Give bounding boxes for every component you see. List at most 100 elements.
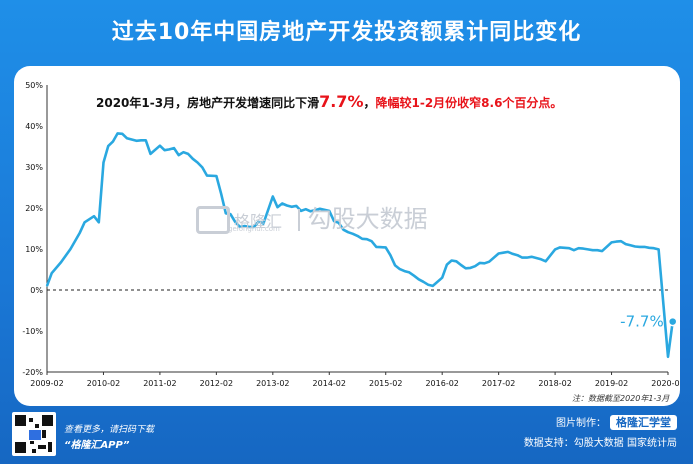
data-point	[497, 252, 500, 255]
page-title: 过去10年中国房地产开发投资额累计同比变化	[111, 20, 582, 45]
data-source: 数据支持：勾股大数据 国家统计局	[523, 438, 677, 449]
data-point	[516, 254, 519, 256]
data-point	[643, 246, 646, 248]
y-tick-label: 30%	[25, 163, 43, 172]
data-point	[46, 285, 48, 287]
data-point	[290, 206, 293, 208]
data-point	[568, 247, 570, 249]
x-tick-label: 2012-02	[200, 379, 233, 388]
data-point	[554, 248, 556, 251]
data-point	[168, 148, 171, 151]
y-tick-label: 20%	[25, 204, 43, 213]
data-point	[417, 278, 420, 281]
data-point	[149, 153, 152, 155]
y-tick-label: 50%	[25, 81, 43, 90]
data-point	[243, 225, 246, 227]
data-point	[455, 260, 458, 263]
x-tick-label: 2015-02	[369, 379, 402, 388]
data-point	[196, 161, 199, 164]
data-point	[653, 247, 655, 249]
data-point	[239, 226, 241, 228]
headline-part1: 2020年1-3月，房地产开发增速同比下滑	[96, 96, 320, 110]
data-point	[413, 274, 415, 277]
data-point	[521, 256, 523, 259]
data-point	[370, 240, 373, 242]
watermark-small: gelonghui.com	[228, 225, 280, 233]
data-point	[192, 158, 194, 160]
data-point	[220, 192, 222, 195]
y-tick-label: -20%	[22, 368, 43, 377]
watermark-divider	[297, 209, 300, 231]
data-point	[130, 138, 133, 141]
data-point	[464, 267, 467, 270]
data-point	[450, 259, 453, 262]
data-point	[257, 220, 260, 223]
data-point	[361, 238, 364, 240]
data-point	[163, 149, 166, 151]
data-point	[403, 270, 406, 272]
x-tick-label: 2014-02	[313, 379, 346, 388]
data-point	[530, 256, 533, 258]
data-point	[667, 356, 669, 358]
y-tick-label: 10%	[25, 245, 43, 254]
data-point	[98, 221, 100, 224]
series-line	[45, 132, 674, 359]
data-point	[281, 202, 284, 205]
data-point	[286, 204, 288, 207]
data-point	[173, 147, 175, 149]
end-value-label: -7.7%	[620, 313, 664, 331]
data-point	[272, 195, 274, 198]
data-point	[587, 248, 589, 251]
x-tick-label: 2013-02	[256, 379, 289, 388]
data-point	[253, 226, 255, 228]
headline: 2020年1-3月，房地产开发增速同比下滑7.7%，降幅较1-2月份收窄8.6个…	[96, 92, 562, 111]
data-point	[615, 240, 618, 243]
data-point	[319, 208, 321, 210]
data-point	[206, 174, 208, 177]
watermark-data: 勾股大数据	[307, 205, 428, 233]
qr-code-icon	[12, 412, 56, 456]
data-point	[408, 271, 411, 274]
data-point	[582, 247, 585, 250]
data-point	[446, 263, 448, 266]
x-tick-label: 2011-02	[143, 379, 176, 388]
y-tick-label: 40%	[25, 122, 43, 131]
headline-part3: 降幅较1-2月份收窄8.6个百分点。	[375, 96, 563, 110]
data-point	[135, 140, 138, 142]
data-point	[102, 161, 105, 164]
data-point	[234, 221, 236, 223]
data-point	[629, 244, 632, 247]
data-point	[305, 208, 307, 210]
data-point	[422, 281, 425, 283]
data-point	[50, 272, 53, 274]
made-by-brand: 格隆汇学堂	[610, 415, 677, 430]
promo-line2: “格隆汇APP”	[64, 440, 130, 451]
x-tick-label: 2019-02	[595, 379, 628, 388]
data-point	[366, 238, 368, 240]
data-point	[229, 213, 232, 215]
data-point	[394, 264, 396, 267]
data-point	[215, 175, 218, 177]
y-tick-label: 0%	[30, 286, 43, 295]
data-point	[474, 265, 476, 267]
data-point	[488, 260, 491, 263]
x-tick-label: 2009-02	[30, 379, 63, 388]
end-value-marker	[667, 316, 678, 327]
data-point	[601, 250, 603, 252]
data-point	[112, 140, 114, 143]
data-point	[620, 240, 622, 242]
data-point	[314, 209, 317, 211]
watermark-logo-icon	[196, 206, 230, 234]
data-point	[502, 251, 505, 254]
data-point	[140, 139, 142, 142]
data-point	[356, 235, 359, 237]
data-point	[512, 253, 514, 255]
data-point	[483, 262, 486, 265]
data-point	[121, 133, 124, 135]
promo-line1: 查看更多，请扫码下载	[64, 425, 155, 435]
data-point	[563, 247, 566, 249]
data-point	[116, 132, 119, 135]
x-tick-label: 2020-02	[651, 379, 680, 388]
data-point	[624, 243, 627, 245]
data-point	[657, 248, 660, 251]
